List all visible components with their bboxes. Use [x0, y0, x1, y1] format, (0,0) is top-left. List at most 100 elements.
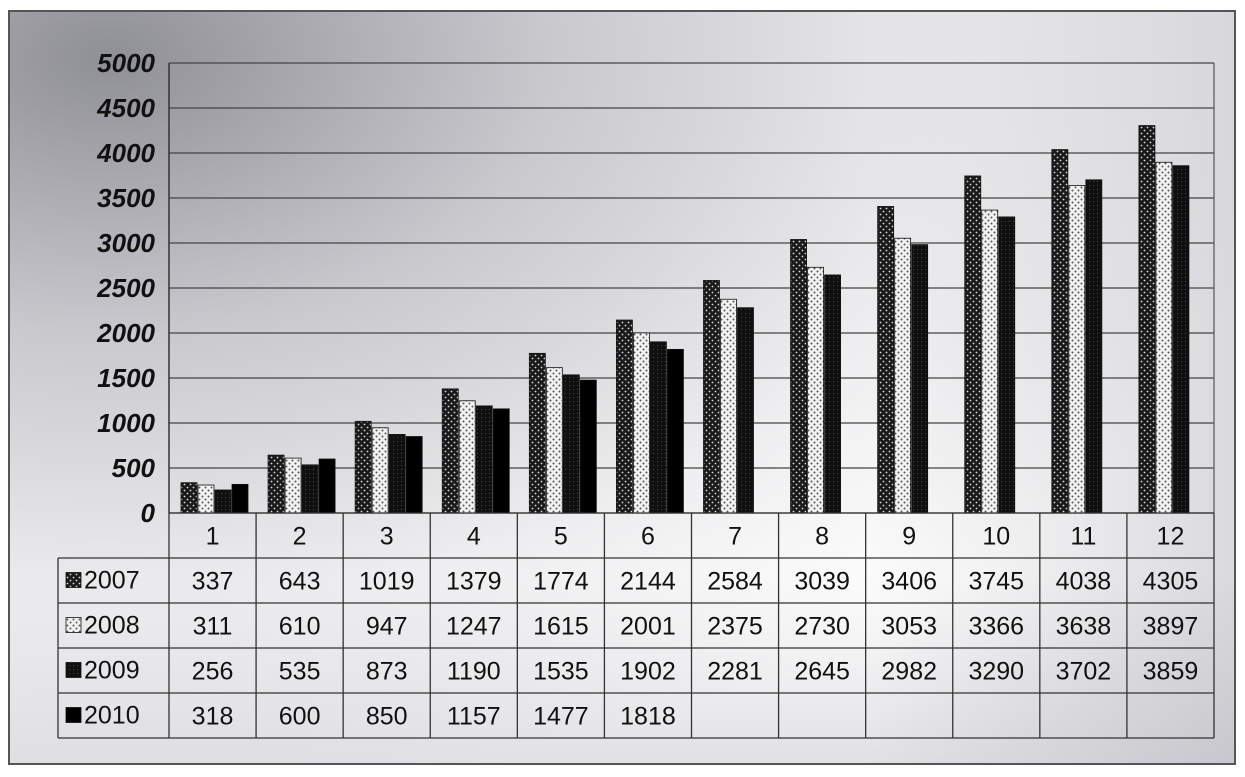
category-label: 5: [554, 523, 568, 551]
bar-2007-11: [1051, 149, 1069, 514]
y-tick-label: 1500: [97, 363, 155, 393]
y-tick-label: 2500: [96, 273, 155, 303]
data-label: 256: [192, 658, 234, 686]
y-tick-label: 5000: [97, 48, 155, 78]
data-label: 2584: [707, 568, 763, 596]
bar-2009-4: [475, 405, 493, 514]
bar-2009-7: [737, 307, 754, 514]
data-label: 873: [366, 658, 408, 686]
bar-2008-11: [1068, 185, 1086, 514]
bar-2009-6: [650, 341, 667, 514]
bar-2008-4: [458, 400, 476, 514]
legend-swatch: [65, 662, 82, 678]
bar-2007-2: [267, 454, 285, 514]
bars: [180, 125, 1190, 514]
data-label: 3638: [1056, 613, 1112, 641]
bar-2008-8: [807, 266, 824, 514]
bar-2008-1: [197, 484, 215, 514]
bar-2010-2: [318, 458, 336, 514]
bar-2009-2: [301, 464, 319, 514]
legend-swatch: [65, 572, 82, 588]
data-label: 3053: [881, 613, 937, 641]
bar-2007-6: [616, 319, 633, 514]
category-label: 9: [902, 523, 916, 551]
y-tick-label: 1000: [97, 408, 155, 438]
bar-2007-8: [790, 239, 807, 514]
chart-frame: [8, 10, 1236, 765]
data-label: 4305: [1143, 568, 1199, 596]
bar-2009-3: [388, 434, 406, 514]
category-label: 1: [206, 523, 220, 551]
category-label: 7: [728, 523, 742, 551]
bar-2009-9: [911, 244, 929, 514]
bar-2008-12: [1155, 161, 1173, 514]
bar-2009-11: [1085, 179, 1103, 514]
data-label: 2375: [707, 613, 763, 641]
legend-swatch: [65, 707, 82, 723]
category-label: 3: [380, 523, 394, 551]
bar-2008-5: [545, 367, 563, 514]
data-label: 337: [192, 568, 234, 596]
data-label: 1190: [447, 658, 501, 686]
y-tick-label: 4000: [96, 138, 155, 168]
data-label: 1535: [533, 658, 589, 686]
bar-2008-9: [894, 237, 912, 514]
data-label: 3366: [968, 613, 1024, 641]
y-axis: 0 500 1000 1500 2000 2500 3000 3500 4000 4500 5000: [96, 48, 170, 528]
data-label: 1615: [533, 613, 589, 641]
data-label: 2144: [620, 568, 676, 596]
bar-2009-10: [998, 216, 1016, 514]
data-label: 3406: [881, 568, 937, 596]
bar-2008-6: [633, 332, 650, 514]
bar-2010-1: [231, 483, 249, 514]
data-label: 318: [192, 703, 234, 731]
bar-2007-10: [964, 175, 982, 514]
bar-2010-4: [492, 408, 510, 514]
legend-label: 2009: [84, 657, 140, 685]
data-label: 2001: [620, 613, 676, 641]
bar-2010-3: [405, 436, 423, 514]
category-label: 10: [982, 523, 1010, 551]
y-tick-label: 2000: [96, 318, 155, 348]
bar-2007-9: [877, 206, 895, 514]
data-label: 1157: [447, 703, 501, 731]
data-label: 600: [279, 703, 321, 731]
bar-2009-1: [214, 489, 232, 514]
bar-2007-1: [180, 482, 198, 514]
bar-2009-8: [824, 274, 841, 514]
data-label: 1477: [533, 703, 589, 731]
bar-2008-10: [981, 209, 999, 514]
data-label: 850: [366, 703, 408, 731]
y-tick-label: 4500: [96, 93, 155, 123]
legend-label: 2008: [84, 612, 140, 640]
bar-2010-5: [579, 379, 597, 514]
data-label: 3859: [1143, 658, 1199, 686]
category-label: 6: [641, 523, 655, 551]
data-label: 4038: [1056, 568, 1112, 596]
data-label: 1902: [620, 658, 676, 686]
category-label: 11: [1070, 523, 1096, 551]
data-label: 1019: [359, 568, 415, 596]
data-label: 947: [366, 613, 408, 641]
data-label: 3290: [968, 658, 1024, 686]
y-tick-label: 500: [112, 453, 156, 483]
y-tick-label: 0: [141, 498, 156, 528]
data-label: 2281: [707, 658, 763, 686]
bar-2008-7: [720, 298, 737, 514]
category-label: 8: [815, 523, 829, 551]
data-label: 3897: [1143, 613, 1199, 641]
data-label: 643: [279, 568, 321, 596]
legend-label: 2010: [84, 702, 140, 730]
bar-2009-12: [1172, 165, 1190, 514]
bar-2007-3: [354, 420, 372, 514]
legend-label: 2007: [84, 567, 140, 595]
bar-2007-7: [703, 280, 720, 514]
legend-swatch: [65, 617, 82, 633]
category-label: 12: [1157, 523, 1185, 551]
data-label: 2645: [794, 658, 850, 686]
data-label: 1379: [446, 568, 502, 596]
data-label: 1774: [533, 568, 589, 596]
category-label: 4: [467, 523, 481, 551]
